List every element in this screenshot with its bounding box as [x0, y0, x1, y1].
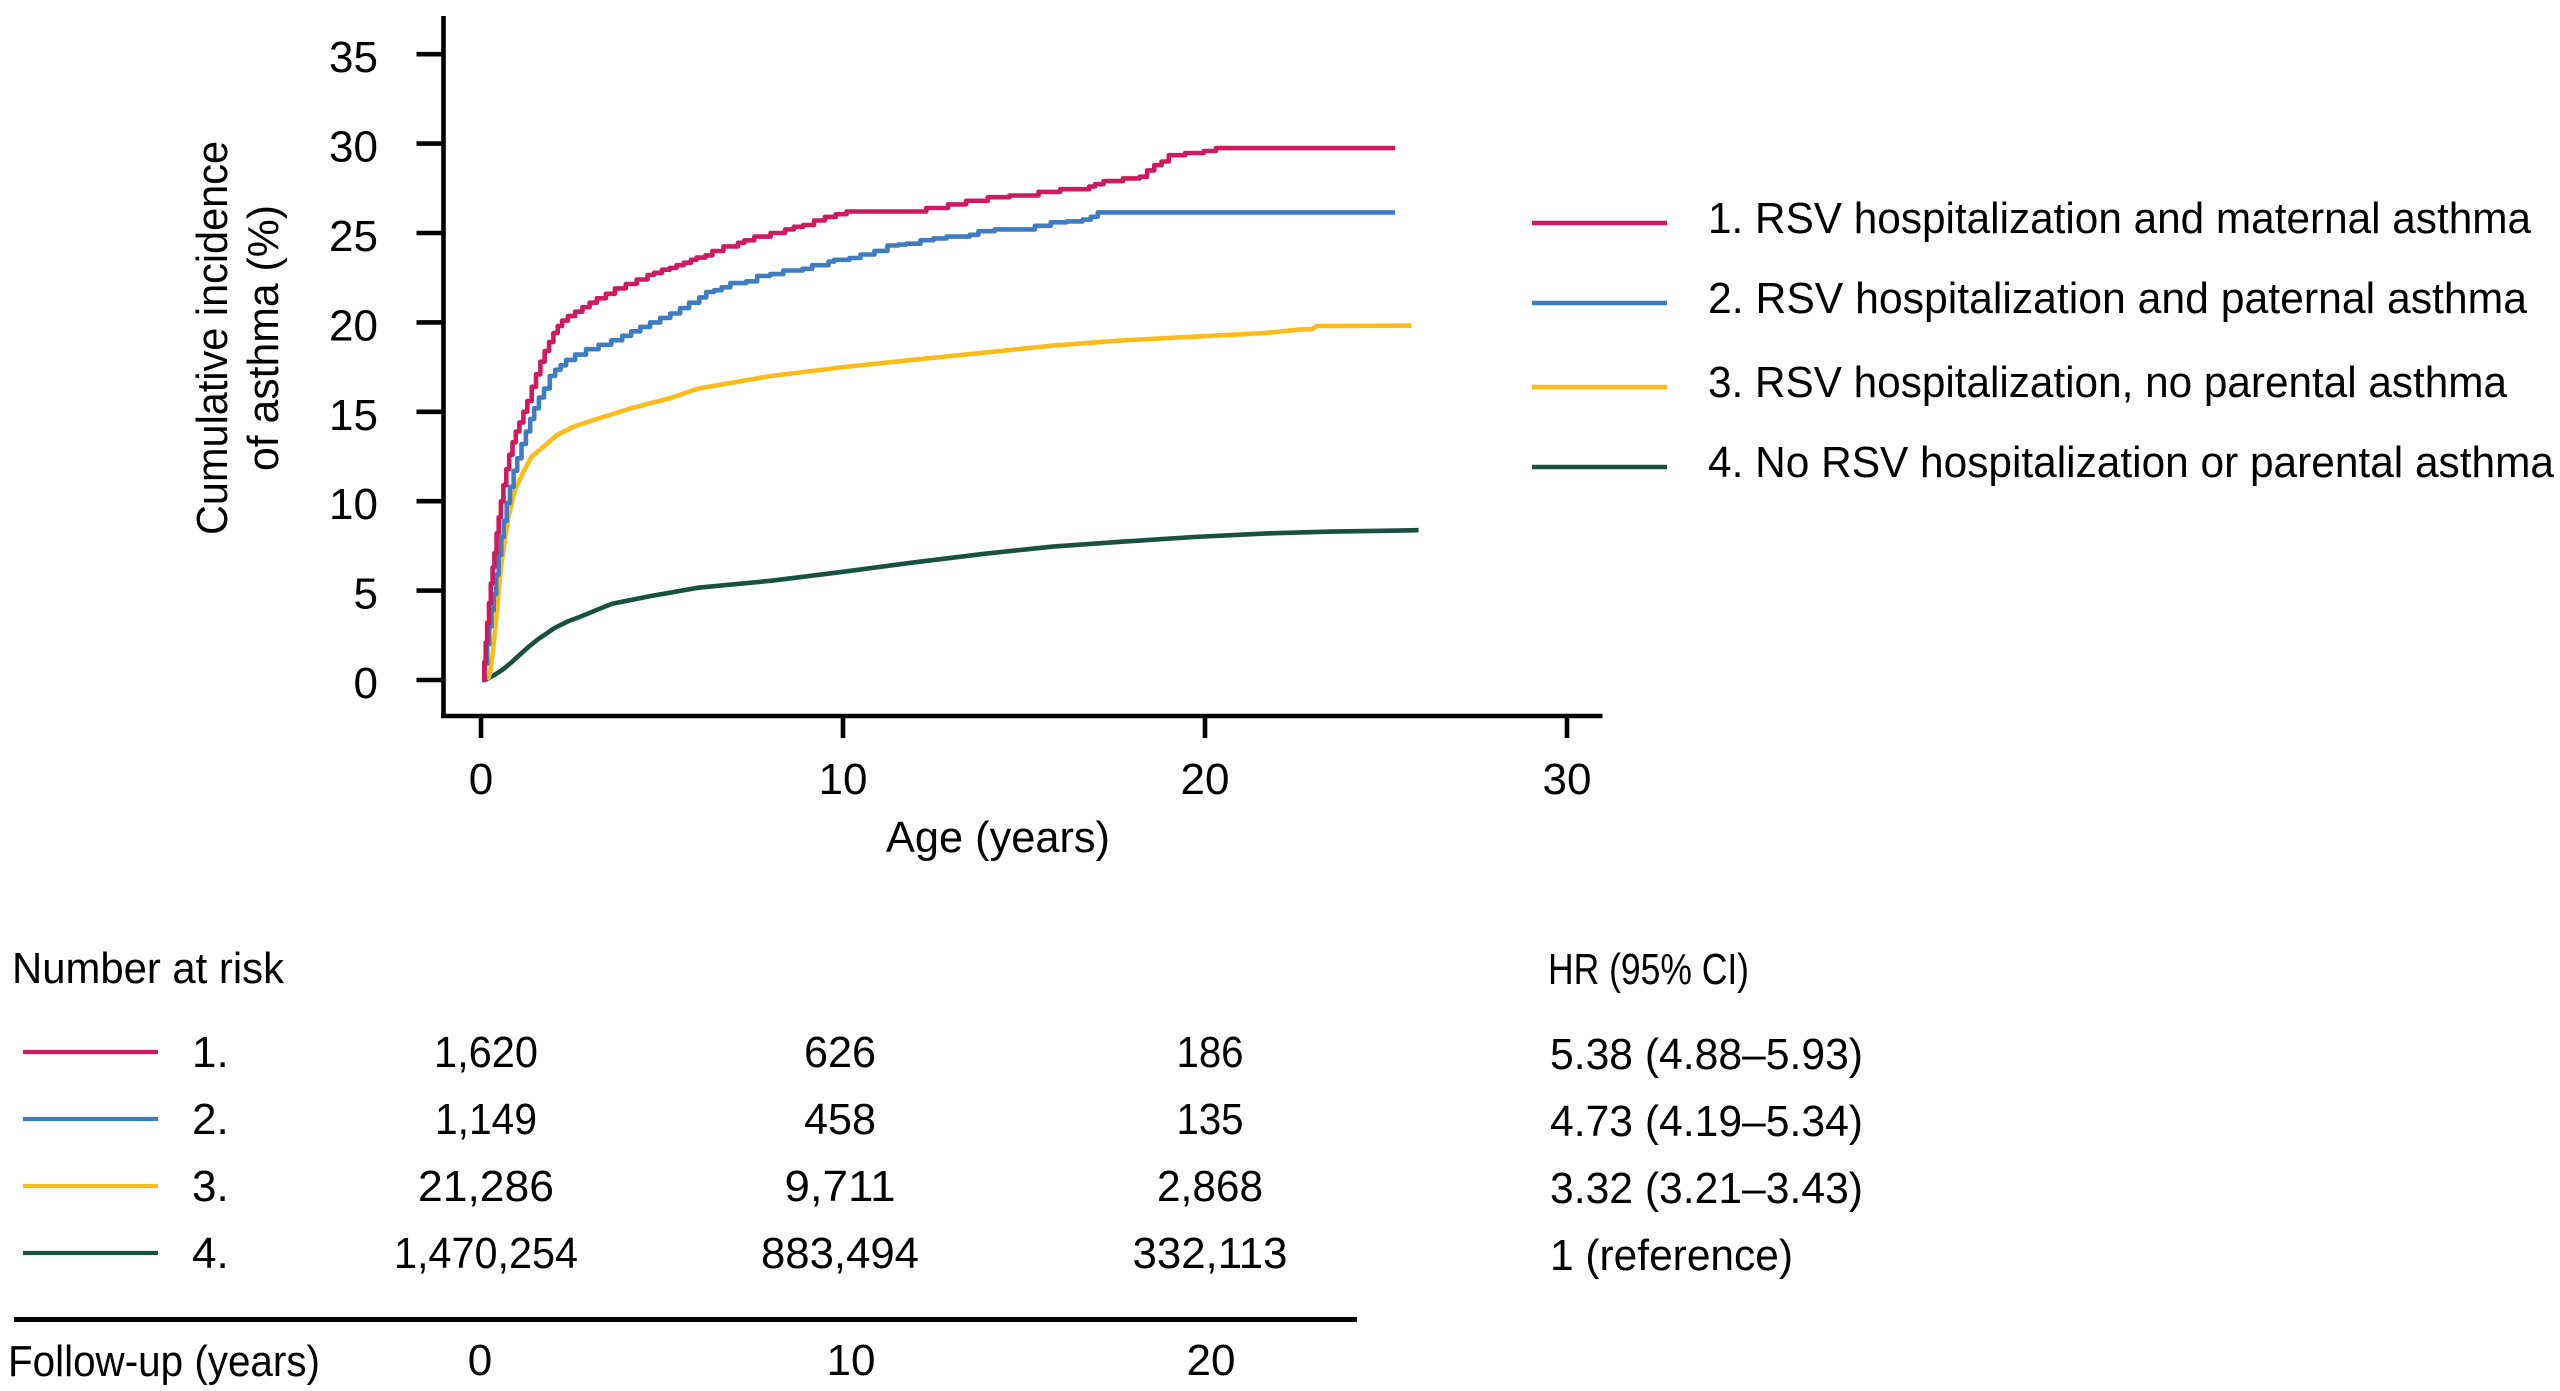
svg-text:9,711: 9,711 [785, 1162, 896, 1211]
svg-text:4.: 4. [192, 1229, 229, 1278]
svg-text:15: 15 [329, 391, 378, 440]
svg-text:458: 458 [804, 1095, 876, 1144]
svg-text:1.: 1. [192, 1028, 229, 1077]
svg-text:HR (95% CI): HR (95% CI) [1548, 945, 1749, 994]
svg-text:2,868: 2,868 [1157, 1162, 1263, 1211]
svg-text:3.: 3. [192, 1162, 229, 1211]
svg-text:2.: 2. [192, 1095, 229, 1144]
svg-text:Age (years): Age (years) [886, 813, 1110, 862]
svg-text:5: 5 [354, 570, 378, 619]
svg-text:5.38 (4.88–5.93): 5.38 (4.88–5.93) [1550, 1030, 1863, 1079]
svg-text:21,286: 21,286 [418, 1162, 554, 1211]
svg-text:626: 626 [804, 1028, 876, 1077]
svg-text:25: 25 [329, 212, 378, 261]
svg-text:20: 20 [329, 301, 378, 350]
svg-text:3.32 (3.21–3.43): 3.32 (3.21–3.43) [1550, 1164, 1863, 1213]
svg-text:10: 10 [819, 755, 868, 804]
svg-text:0: 0 [354, 659, 378, 708]
svg-text:1 (reference): 1 (reference) [1550, 1231, 1793, 1280]
svg-text:20: 20 [1181, 755, 1230, 804]
svg-text:Follow-up (years): Follow-up (years) [8, 1337, 320, 1386]
svg-text:10: 10 [827, 1336, 876, 1385]
svg-text:Number at risk: Number at risk [12, 944, 285, 993]
svg-text:30: 30 [1543, 755, 1592, 804]
svg-text:1,470,254: 1,470,254 [394, 1229, 578, 1278]
svg-text:10: 10 [329, 480, 378, 529]
svg-text:4. No RSV hospitalization or p: 4. No RSV hospitalization or parental as… [1708, 438, 2555, 487]
svg-text:30: 30 [329, 123, 378, 172]
svg-text:1,149: 1,149 [435, 1095, 537, 1144]
svg-text:332,113: 332,113 [1133, 1229, 1288, 1278]
svg-text:20: 20 [1187, 1336, 1236, 1385]
svg-text:35: 35 [329, 33, 378, 82]
svg-text:186: 186 [1177, 1028, 1244, 1077]
svg-text:135: 135 [1177, 1095, 1244, 1144]
svg-text:3. RSV hospitalization, no par: 3. RSV hospitalization, no parental asth… [1708, 358, 2507, 407]
svg-text:4.73 (4.19–5.34): 4.73 (4.19–5.34) [1550, 1097, 1863, 1146]
svg-text:of asthma (%): of asthma (%) [239, 205, 288, 471]
svg-text:Cumulative incidence: Cumulative incidence [188, 141, 237, 535]
svg-text:0: 0 [469, 755, 493, 804]
svg-text:1. RSV hospitalization and mat: 1. RSV hospitalization and maternal asth… [1708, 194, 2532, 243]
svg-text:1,620: 1,620 [434, 1028, 538, 1077]
svg-text:0: 0 [468, 1336, 492, 1385]
svg-text:2. RSV hospitalization and pat: 2. RSV hospitalization and paternal asth… [1708, 274, 2528, 323]
svg-text:883,494: 883,494 [761, 1229, 919, 1278]
